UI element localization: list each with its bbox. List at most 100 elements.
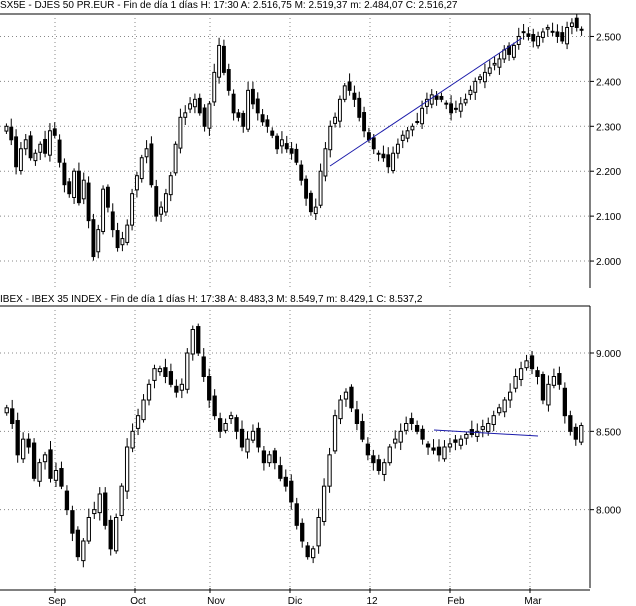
bottom-candle-83 [458, 435, 464, 450]
bottom-candle-48 [267, 450, 272, 467]
bottom-candle-49 [272, 447, 277, 470]
bottom-candle-5 [31, 438, 37, 482]
bottom-candle-59 [327, 447, 332, 493]
bottom-candle-98 [540, 371, 546, 405]
top-candle-91 [444, 100, 449, 110]
bottom-candle-27 [152, 364, 157, 389]
top-y-tick-label-2: 2.300 [596, 122, 621, 133]
top-candle-42 [207, 100, 212, 136]
bottom-candle-24 [135, 408, 141, 436]
top-candle-82 [400, 130, 405, 149]
bottom-candle-81 [447, 437, 453, 453]
bottom-candle-33 [185, 348, 190, 394]
top-candle-2 [14, 129, 19, 175]
bottom-chart-title: IBEX - IBEX 35 INDEX - Fin de día 1 días… [0, 294, 423, 305]
top-candle-52 [255, 92, 260, 121]
top-chart-title: SX5E - DJES 50 PR.EUR - Fin de día 1 día… [0, 0, 458, 11]
bottom-candle-91 [502, 397, 507, 418]
top-candle-104 [507, 42, 512, 61]
bottom-candle-93 [513, 368, 518, 393]
top-candle-45 [221, 39, 226, 76]
top-candle-19 [96, 224, 101, 259]
top-candle-116 [565, 21, 570, 50]
bottom-candle-58 [321, 478, 327, 526]
bottom-candle-32 [179, 378, 184, 399]
top-y-tick-label-0: 2.500 [596, 32, 621, 43]
top-candle-50 [246, 81, 251, 133]
bottom-candle-7 [42, 451, 48, 470]
top-candle-96 [468, 85, 473, 100]
top-candle-89 [434, 91, 439, 106]
bottom-candle-79 [436, 439, 442, 462]
top-candle-9 [47, 123, 52, 162]
top-candle-111 [540, 28, 545, 43]
top-candle-17 [86, 176, 91, 229]
top-candle-43 [212, 63, 217, 106]
top-candle-12 [62, 158, 67, 193]
top-candle-117 [569, 18, 574, 35]
x-tick-label-3: Dic [288, 596, 302, 606]
bottom-candle-17 [97, 487, 102, 521]
top-candle-106 [516, 27, 521, 50]
top-candle-26 [130, 188, 135, 231]
bottom-candle-50 [278, 456, 283, 482]
top-candle-90 [439, 92, 444, 103]
bottom-candle-29 [163, 358, 168, 384]
top-candle-41 [202, 104, 207, 132]
top-candle-51 [250, 81, 255, 110]
bottom-candle-44 [245, 431, 250, 459]
top-y-tick-label-5: 2.000 [596, 257, 621, 268]
bottom-candle-71 [393, 430, 398, 449]
top-candle-18 [91, 213, 96, 261]
top-candle-11 [57, 134, 62, 168]
bottom-candle-63 [349, 384, 354, 413]
top-candle-92 [449, 95, 454, 121]
top-candle-14 [72, 168, 77, 204]
bottom-candle-40 [223, 418, 228, 434]
top-candle-15 [76, 162, 81, 206]
top-candle-49 [241, 110, 246, 133]
bottom-candle-6 [37, 458, 42, 487]
top-candle-46 [226, 63, 231, 96]
bottom-candle-4 [26, 433, 31, 454]
bottom-candle-73 [404, 416, 409, 435]
x-tick-label-2: Nov [207, 596, 225, 606]
top-candle-100 [487, 60, 492, 77]
bottom-candle-52 [289, 474, 294, 510]
bottom-candle-28 [157, 365, 163, 376]
bottom-candle-85 [469, 420, 474, 438]
bottom-candle-75 [414, 420, 420, 435]
top-candle-38 [188, 97, 193, 114]
bottom-candle-90 [497, 403, 502, 416]
bottom-candle-62 [343, 388, 349, 407]
bottom-candle-34 [190, 325, 195, 361]
bottom-candle-78 [431, 439, 436, 455]
top-candle-70 [342, 82, 347, 103]
top-candle-69 [337, 95, 342, 128]
bottom-candle-82 [453, 434, 458, 451]
top-candle-40 [197, 93, 202, 116]
top-candle-79 [386, 147, 391, 174]
bottom-y-tick-label-1: 8.500 [596, 427, 621, 438]
top-candle-93 [453, 100, 458, 114]
top-candle-61 [299, 160, 304, 186]
x-tick-label-5: Feb [447, 596, 465, 606]
bottom-trendline [433, 429, 539, 437]
bottom-candle-43 [239, 420, 245, 452]
top-candle-115 [560, 25, 565, 44]
top-candle-77 [376, 150, 381, 162]
bottom-candle-46 [256, 422, 261, 453]
top-candle-57 [279, 131, 284, 154]
bottom-candle-97 [535, 366, 540, 385]
bottom-candle-67 [371, 449, 376, 471]
top-candle-4 [23, 134, 28, 156]
top-candle-105 [511, 42, 516, 61]
bottom-candle-70 [387, 444, 392, 466]
bottom-candle-100 [551, 368, 557, 389]
bottom-candle-21 [119, 483, 124, 521]
top-candle-32 [159, 201, 164, 222]
bottom-candle-3 [21, 432, 26, 463]
top-candle-64 [313, 198, 318, 221]
